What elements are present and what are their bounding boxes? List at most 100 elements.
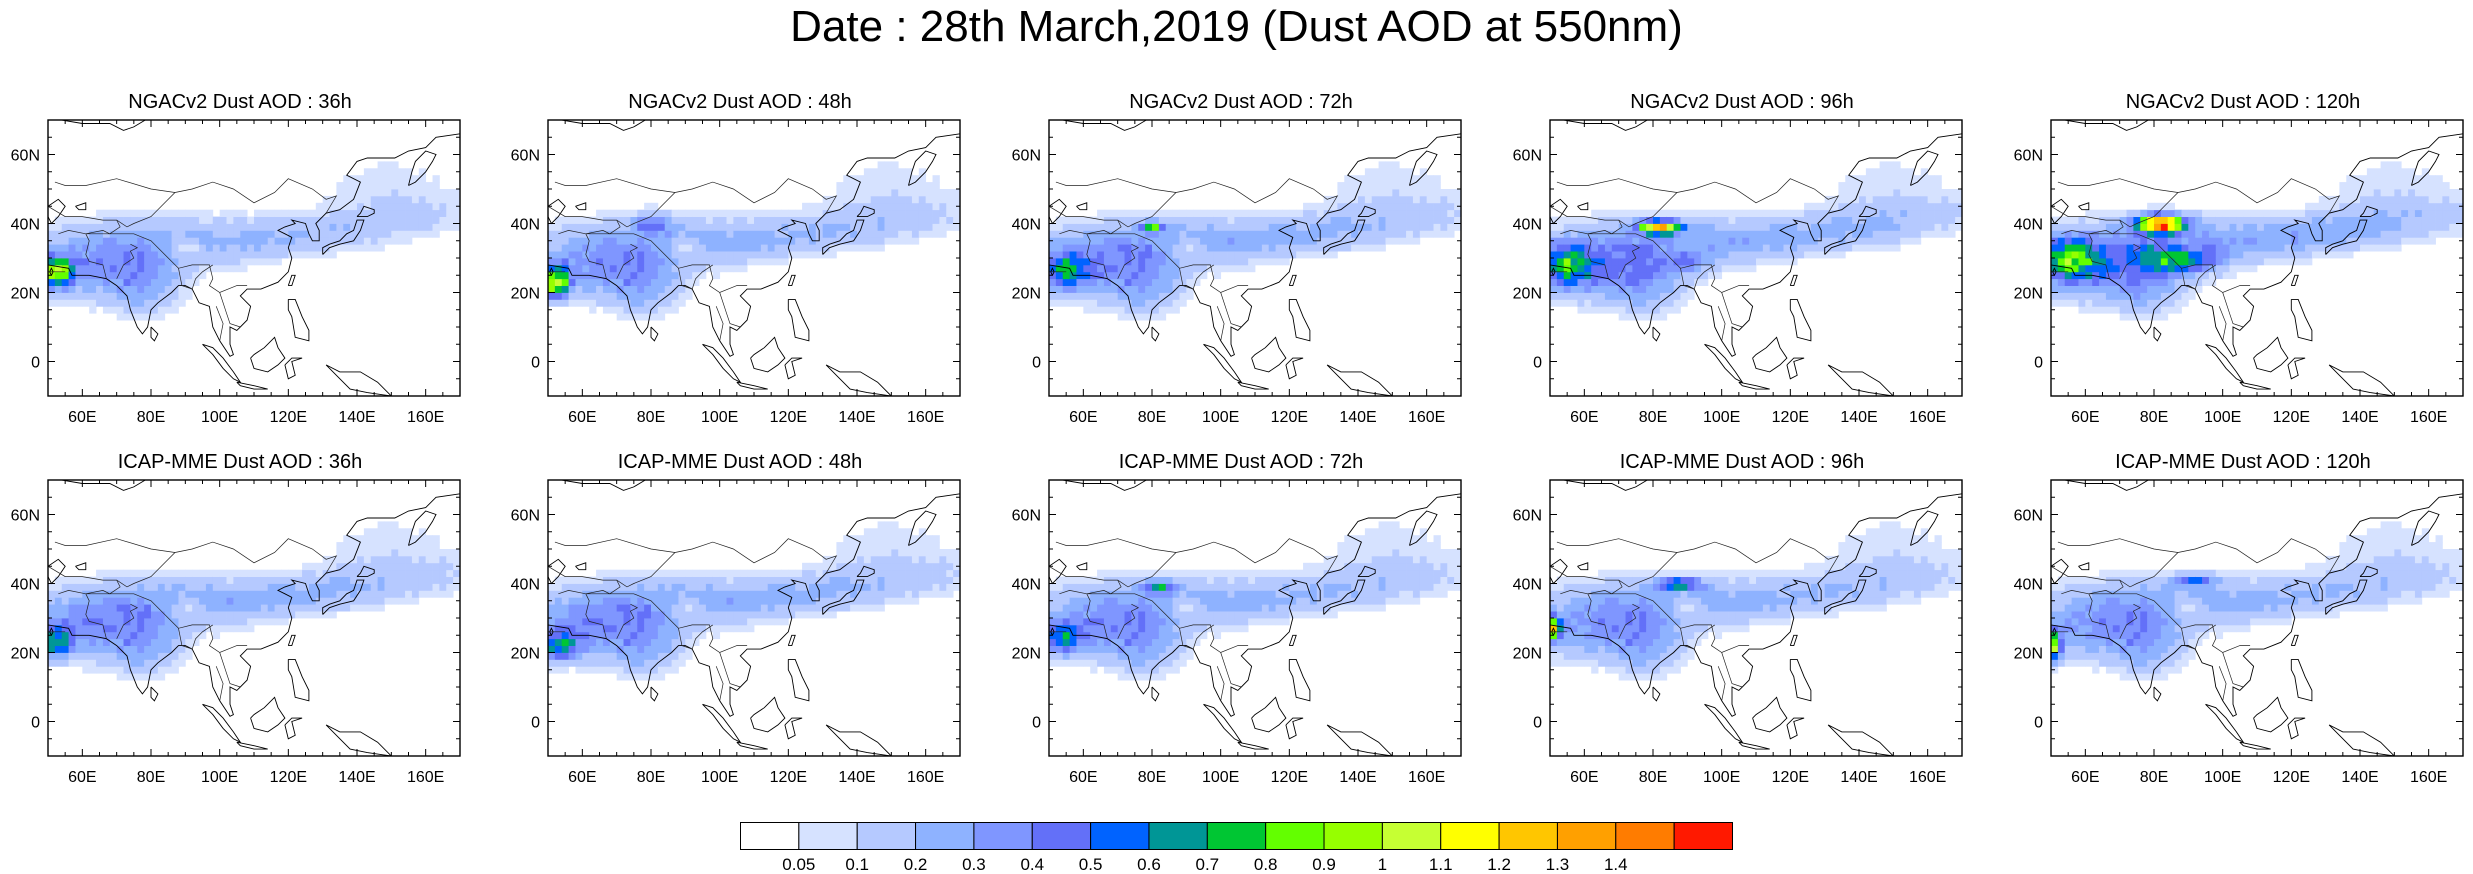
- lon-tick-label: 120E: [1271, 769, 1308, 786]
- coastlines: [2051, 480, 2463, 756]
- lon-tick-label: 100E: [201, 769, 238, 786]
- panel-title: ICAP-MME Dust AOD : 96h: [1619, 451, 1865, 473]
- lon-tick-label: 140E: [1339, 409, 1376, 426]
- colorbar-label: 0.7: [1195, 855, 1219, 874]
- colorbar-label: 0.6: [1137, 855, 1161, 874]
- lon-tick-label: 140E: [338, 409, 375, 426]
- lon-tick-label: 100E: [1703, 409, 1740, 426]
- colorbar-label: 0.05: [782, 855, 815, 874]
- lon-tick-label: 80E: [1639, 409, 1667, 426]
- lon-tick-label: 60E: [68, 409, 96, 426]
- lon-tick-label: 120E: [270, 769, 307, 786]
- colorbar-label: 0.2: [904, 855, 928, 874]
- colorbar: 0.05 0.1 0.2 0.3 0.4 0.5 0.6 0.7 0.8 0.9 1 1.1 1.2 1.…: [740, 822, 1733, 874]
- panel-title: NGACv2 Dust AOD : 48h: [628, 91, 852, 113]
- lat-tick-label: 20N: [1012, 646, 1041, 663]
- colorbar-swatch: [1381, 822, 1442, 850]
- lat-tick-label: 0: [2034, 355, 2043, 372]
- aod-field: [548, 521, 960, 681]
- lat-tick-label: 40N: [1012, 217, 1041, 234]
- panel-title: NGACv2 Dust AOD : 36h: [128, 91, 352, 113]
- lon-tick-label: 160E: [1909, 409, 1946, 426]
- colorbar-swatch: [1031, 822, 1092, 850]
- map-panel: NGACv2 Dust AOD : 96h 60E 80E 100E 120E 140E 1…: [1502, 90, 1982, 426]
- lon-tick-label: 160E: [407, 409, 444, 426]
- lat-tick-label: 60N: [2014, 508, 2043, 525]
- lat-tick-label: 40N: [1012, 577, 1041, 594]
- lat-tick-label: 0: [31, 715, 40, 732]
- coastlines: [2051, 120, 2463, 396]
- lon-tick-label: 100E: [2204, 769, 2241, 786]
- lat-tick-label: 0: [1032, 715, 1041, 732]
- aod-field: [1550, 161, 1962, 321]
- colorbar-label: 1.2: [1487, 855, 1511, 874]
- colorbar-swatch: [1323, 822, 1383, 850]
- coastlines: [1550, 120, 1962, 396]
- lon-tick-label: 160E: [2410, 769, 2447, 786]
- lon-tick-label: 120E: [1271, 409, 1308, 426]
- coastlines: [548, 480, 960, 756]
- lat-tick-label: 60N: [1012, 148, 1041, 165]
- lon-tick-label: 160E: [407, 769, 444, 786]
- dust-aod-map: 60E 80E 100E 120E 140E 160E 0 20N 40N 60N: [1012, 479, 1462, 786]
- dust-aod-map: 60E 80E 100E 120E 140E 160E 0 20N 40N 60N: [2014, 479, 2464, 786]
- dust-aod-map: 60E 80E 100E 120E 140E 160E 0 20N 40N 60N: [1513, 479, 1963, 786]
- panel-title: ICAP-MME Dust AOD : 72h: [1118, 451, 1364, 473]
- lat-tick-label: 40N: [2014, 577, 2043, 594]
- dust-aod-map: 60E 80E 100E 120E 140E 160E 0 20N 40N 60N: [511, 479, 961, 786]
- lat-tick-label: 20N: [11, 646, 40, 663]
- dust-aod-map: 60E 80E 100E 120E 140E 160E 0 20N 40N 60N: [11, 479, 461, 786]
- lat-tick-label: 20N: [1012, 286, 1041, 303]
- lon-tick-label: 140E: [1840, 409, 1877, 426]
- colorbar-label: 0.5: [1079, 855, 1103, 874]
- colorbar-swatch: [1090, 822, 1150, 850]
- lon-tick-label: 60E: [68, 769, 96, 786]
- lon-tick-label: 140E: [1840, 769, 1877, 786]
- colorbar-swatch: [1673, 822, 1733, 850]
- colorbar-swatch: [1206, 822, 1267, 850]
- panel-title: ICAP-MME Dust AOD : 36h: [117, 451, 363, 473]
- dust-aod-map: 60E 80E 100E 120E 140E 160E 0 20N 40N 60N: [1012, 119, 1462, 426]
- lon-tick-label: 140E: [1339, 769, 1376, 786]
- colorbar-swatch: [973, 822, 1033, 850]
- lon-tick-label: 100E: [1202, 769, 1239, 786]
- lon-tick-label: 80E: [637, 769, 665, 786]
- lon-tick-label: 160E: [907, 769, 944, 786]
- lat-tick-label: 20N: [2014, 286, 2043, 303]
- lat-tick-label: 60N: [511, 508, 540, 525]
- lat-tick-label: 40N: [1513, 577, 1542, 594]
- coastlines: [1049, 120, 1461, 396]
- panel-title: ICAP-MME Dust AOD : 120h: [2115, 451, 2371, 473]
- lat-tick-label: 0: [1533, 715, 1542, 732]
- lat-tick-label: 20N: [11, 286, 40, 303]
- lon-tick-label: 140E: [838, 769, 875, 786]
- lat-tick-label: 60N: [1012, 508, 1041, 525]
- colorbar-label: 1.1: [1429, 855, 1453, 874]
- panel-title: NGACv2 Dust AOD : 72h: [1129, 91, 1353, 113]
- colorbar-label: 1.3: [1546, 855, 1570, 874]
- lat-tick-label: 20N: [511, 646, 540, 663]
- lon-tick-label: 80E: [637, 409, 665, 426]
- lat-tick-label: 0: [31, 355, 40, 372]
- lat-tick-label: 0: [1032, 355, 1041, 372]
- lon-tick-label: 80E: [137, 409, 165, 426]
- lat-tick-label: 0: [531, 715, 540, 732]
- map-panel: ICAP-MME Dust AOD : 36h 60E 80E 100E 120E 140…: [0, 450, 480, 786]
- lon-tick-label: 120E: [1772, 409, 1809, 426]
- lat-tick-label: 40N: [11, 577, 40, 594]
- colorbar-swatch: [1440, 822, 1500, 850]
- lat-tick-label: 20N: [1513, 286, 1542, 303]
- aod-field: [48, 161, 460, 321]
- colorbar-swatch: [1556, 822, 1617, 850]
- lat-tick-label: 0: [531, 355, 540, 372]
- lon-tick-label: 120E: [2273, 769, 2310, 786]
- dust-aod-map: 60E 80E 100E 120E 140E 160E 0 20N 40N 60N: [1513, 119, 1963, 426]
- colorbar-label: 1: [1378, 855, 1387, 874]
- coastlines: [1049, 480, 1461, 756]
- panel-title: NGACv2 Dust AOD : 96h: [1630, 91, 1854, 113]
- aod-field: [2051, 521, 2463, 681]
- lat-tick-label: 40N: [2014, 217, 2043, 234]
- colorbar-swatch: [856, 822, 917, 850]
- aod-field: [1049, 521, 1461, 681]
- lon-tick-label: 100E: [701, 769, 738, 786]
